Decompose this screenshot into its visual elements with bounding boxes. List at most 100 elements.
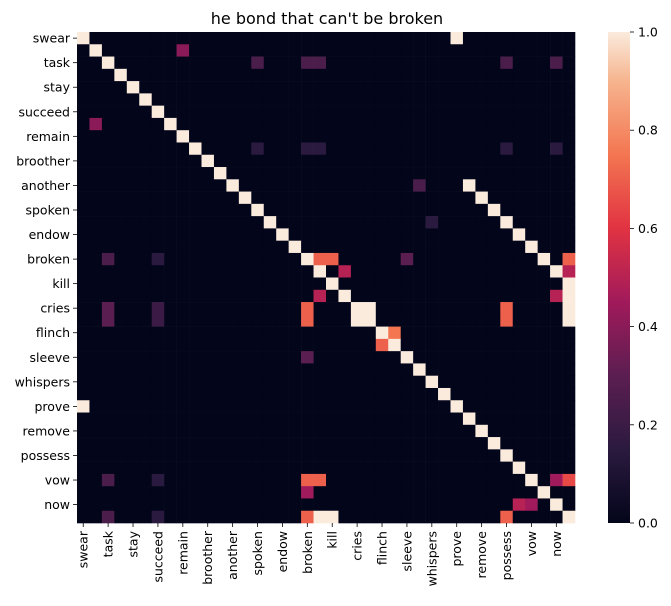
heatmap-cell xyxy=(238,167,252,180)
heatmap-cell xyxy=(89,252,103,266)
heatmap-cell xyxy=(114,473,128,487)
heatmap-cell xyxy=(176,142,190,156)
heatmap-cell xyxy=(562,473,576,487)
heatmap-cell xyxy=(350,437,364,450)
y-tick-label: remove xyxy=(23,423,71,438)
heatmap-cell xyxy=(201,473,215,487)
heatmap-cell xyxy=(101,130,115,143)
heatmap-cell xyxy=(425,486,439,499)
heatmap-cell xyxy=(251,191,265,205)
heatmap-cell xyxy=(326,314,339,327)
heatmap-cell xyxy=(400,252,414,266)
heatmap-cell xyxy=(413,486,426,499)
heatmap-cell xyxy=(425,473,439,487)
heatmap-cell xyxy=(512,117,526,131)
heatmap-cell xyxy=(251,302,265,315)
heatmap-cell xyxy=(251,203,265,217)
heatmap-cell xyxy=(213,314,227,327)
heatmap-cell xyxy=(263,191,277,205)
heatmap-cell xyxy=(164,130,177,143)
heatmap-cell xyxy=(375,93,389,106)
heatmap-cell xyxy=(525,179,538,192)
heatmap-cell xyxy=(213,154,227,168)
heatmap-cell xyxy=(201,289,215,303)
heatmap-cell xyxy=(500,56,514,70)
heatmap-cell xyxy=(288,510,302,524)
heatmap-cell xyxy=(438,326,451,340)
heatmap-cell xyxy=(388,68,401,82)
heatmap-cell xyxy=(450,142,464,156)
heatmap-cell xyxy=(151,498,165,512)
colorbar-tick-label: 0.2 xyxy=(638,417,658,432)
heatmap-cell xyxy=(475,252,489,266)
heatmap-cell xyxy=(487,302,501,315)
heatmap-cell xyxy=(462,68,476,82)
heatmap-cell xyxy=(251,449,265,462)
heatmap-cell xyxy=(313,326,327,340)
heatmap-cell xyxy=(550,400,563,413)
heatmap-cell xyxy=(400,338,414,352)
heatmap-cell xyxy=(201,363,215,377)
heatmap-cell xyxy=(562,68,576,82)
heatmap-cell xyxy=(301,240,314,254)
heatmap-cell xyxy=(537,167,551,180)
heatmap-cell xyxy=(77,326,90,340)
heatmap-cell xyxy=(550,191,563,205)
heatmap-cell xyxy=(537,473,551,487)
heatmap-cell xyxy=(350,142,364,156)
heatmap-cell xyxy=(338,44,352,57)
heatmap-cell xyxy=(475,56,489,70)
heatmap-cell xyxy=(475,363,489,377)
heatmap-cell xyxy=(438,154,451,168)
heatmap-cell xyxy=(438,437,451,450)
heatmap-cell xyxy=(512,277,526,291)
heatmap-cell xyxy=(263,68,277,82)
heatmap-cell xyxy=(413,167,426,180)
heatmap-cell xyxy=(189,142,202,156)
heatmap-cell xyxy=(525,302,538,315)
heatmap-cell xyxy=(77,277,90,291)
y-tick-label: swear xyxy=(33,31,71,46)
heatmap-cell xyxy=(101,289,115,303)
heatmap-cell xyxy=(326,437,339,450)
heatmap-cell xyxy=(400,363,414,377)
heatmap-cell xyxy=(201,351,215,364)
heatmap-cell xyxy=(276,387,289,401)
heatmap-cell xyxy=(139,387,152,401)
heatmap-cell xyxy=(413,216,426,229)
heatmap-cell xyxy=(301,93,314,106)
heatmap-cell xyxy=(77,228,90,241)
heatmap-cell xyxy=(326,461,339,475)
heatmap-cell xyxy=(213,265,227,278)
heatmap-cell xyxy=(301,473,314,487)
heatmap-cell xyxy=(425,449,439,462)
heatmap-cell xyxy=(400,375,414,389)
heatmap-cell xyxy=(101,179,115,192)
heatmap-cell xyxy=(301,44,314,57)
heatmap-cell xyxy=(201,498,215,512)
heatmap-cell xyxy=(326,400,339,413)
heatmap-cell xyxy=(462,498,476,512)
heatmap-cell xyxy=(475,437,489,450)
heatmap-cell xyxy=(363,265,377,278)
heatmap-cell xyxy=(126,437,140,450)
heatmap-cell xyxy=(363,363,377,377)
heatmap-cell xyxy=(164,437,177,450)
heatmap-cell xyxy=(288,486,302,499)
heatmap-cell xyxy=(213,179,227,192)
heatmap-cell xyxy=(263,461,277,475)
heatmap-cell xyxy=(375,387,389,401)
heatmap-cell xyxy=(213,32,227,45)
heatmap-cell xyxy=(525,117,538,131)
heatmap-cell xyxy=(500,498,514,512)
x-tick-label: vow xyxy=(524,531,539,556)
heatmap-cell xyxy=(288,400,302,413)
heatmap-cell xyxy=(326,81,339,94)
heatmap-cell xyxy=(151,179,165,192)
heatmap-cell xyxy=(487,498,501,512)
heatmap-cell xyxy=(126,179,140,192)
heatmap-cell xyxy=(226,510,240,524)
heatmap-cell xyxy=(77,387,90,401)
heatmap-cell xyxy=(512,437,526,450)
heatmap-cell xyxy=(201,203,215,217)
